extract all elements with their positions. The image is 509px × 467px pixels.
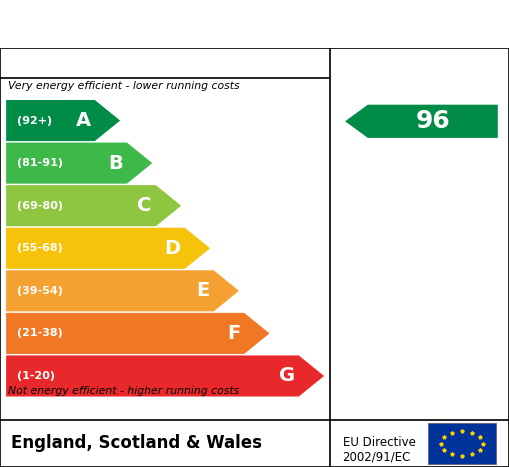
Polygon shape (345, 105, 498, 138)
Polygon shape (6, 270, 239, 311)
Polygon shape (6, 100, 120, 141)
Text: Very energy efficient - lower running costs: Very energy efficient - lower running co… (8, 81, 239, 91)
Text: A: A (76, 111, 91, 130)
Text: (92+): (92+) (17, 115, 52, 126)
Text: D: D (164, 239, 181, 258)
Text: (21-38): (21-38) (17, 328, 63, 339)
Polygon shape (6, 313, 269, 354)
Polygon shape (6, 185, 181, 226)
Text: (39-54): (39-54) (17, 286, 63, 296)
Text: F: F (227, 324, 240, 343)
Text: C: C (137, 196, 152, 215)
Text: B: B (108, 154, 123, 173)
Polygon shape (6, 355, 324, 396)
Text: 96: 96 (415, 109, 450, 133)
Text: E: E (196, 281, 210, 300)
Text: 2002/91/EC: 2002/91/EC (343, 450, 411, 463)
Text: Not energy efficient - higher running costs: Not energy efficient - higher running co… (8, 386, 239, 396)
Text: (1-20): (1-20) (17, 371, 55, 381)
Text: (81-91): (81-91) (17, 158, 63, 168)
Text: (69-80): (69-80) (17, 201, 63, 211)
Polygon shape (6, 228, 210, 269)
Bar (428, 423, 496, 464)
Text: G: G (278, 367, 295, 385)
Text: Energy Efficiency Rating: Energy Efficiency Rating (11, 12, 337, 36)
Text: EU Directive: EU Directive (343, 436, 415, 449)
Polygon shape (6, 142, 152, 184)
Text: England, Scotland & Wales: England, Scotland & Wales (11, 434, 262, 453)
Text: (55-68): (55-68) (17, 243, 63, 253)
